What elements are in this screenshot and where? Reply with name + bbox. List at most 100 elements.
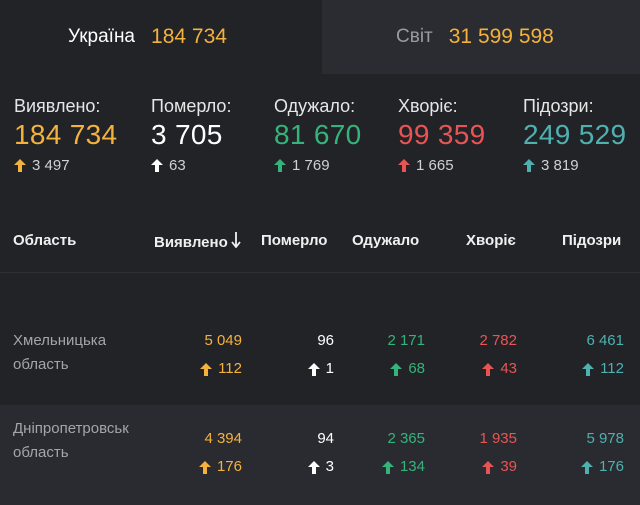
arrow-up-icon bbox=[200, 362, 213, 376]
arrow-up-icon bbox=[482, 362, 495, 376]
stat-delta-row: 1 769 bbox=[274, 157, 361, 174]
cell-value: 2 782 bbox=[479, 332, 517, 349]
cell-delta-row: 39 bbox=[479, 455, 517, 479]
stat-delta-row: 63 bbox=[151, 157, 231, 174]
stat-delta-row: 3 819 bbox=[523, 157, 626, 174]
column-header-recovered[interactable]: Одужало bbox=[352, 232, 420, 249]
cell-delta: 176 bbox=[216, 458, 242, 475]
cell-delta: 39 bbox=[500, 458, 517, 475]
cell-delta-row: 176 bbox=[198, 455, 242, 479]
column-header-detected-label: Виявлено bbox=[154, 233, 228, 251]
cell-delta-row: 43 bbox=[479, 357, 517, 381]
stat-label: Померло: bbox=[151, 96, 232, 116]
stat-label: Одужало: bbox=[274, 96, 356, 116]
cell-delta-row: 134 bbox=[381, 455, 425, 479]
region-name-line: Дніпропетровськ bbox=[13, 420, 129, 437]
cell-delta: 112 bbox=[600, 360, 624, 377]
column-header-suspected[interactable]: Підозри bbox=[562, 232, 622, 249]
stat-label: Хворіє: bbox=[398, 96, 458, 116]
stat-delta: 3 497 bbox=[32, 157, 70, 174]
arrow-down-icon bbox=[231, 232, 241, 252]
cell-delta: 3 bbox=[325, 458, 334, 475]
stat-value: 184 734 bbox=[14, 119, 118, 150]
region-name: Хмельницька область bbox=[13, 329, 163, 377]
stat-recovered: Одужало: 81 670 1 769 bbox=[274, 96, 361, 174]
cell-detected: 5 049 112 bbox=[200, 329, 242, 381]
cell-value: 4 394 bbox=[204, 430, 242, 447]
arrow-up-icon bbox=[580, 460, 593, 474]
cell-suspected: 5 978 176 bbox=[580, 427, 624, 479]
arrow-up-icon bbox=[398, 159, 410, 172]
cell-recovered: 2 171 68 bbox=[387, 329, 425, 381]
arrow-up-icon bbox=[198, 460, 211, 474]
cell-delta: 68 bbox=[408, 360, 425, 377]
arrow-up-icon bbox=[381, 460, 394, 474]
region-name-line: область bbox=[13, 356, 69, 373]
arrow-up-icon bbox=[307, 460, 320, 474]
cell-delta-row: 68 bbox=[387, 357, 425, 381]
tab-ukraine[interactable]: Україна 184 734 bbox=[0, 0, 320, 74]
stat-delta: 63 bbox=[169, 157, 186, 174]
cell-delta-row: 3 bbox=[307, 455, 334, 479]
cell-delta: 134 bbox=[399, 458, 425, 475]
cell-sick: 1 935 39 bbox=[479, 427, 517, 479]
stat-value: 81 670 bbox=[274, 119, 362, 150]
stat-sick: Хворіє: 99 359 1 665 bbox=[398, 96, 485, 174]
stat-died: Померло: 3 705 63 bbox=[151, 96, 231, 174]
region-name-line: область bbox=[13, 444, 69, 461]
arrow-up-icon bbox=[482, 460, 495, 474]
cell-delta: 112 bbox=[218, 360, 242, 377]
table-header: Область Виявлено Померло Одужало Хворіє … bbox=[0, 226, 640, 256]
stat-delta: 1 665 bbox=[416, 157, 454, 174]
cell-value: 5 978 bbox=[586, 430, 624, 447]
cell-value: 2 171 bbox=[387, 332, 425, 349]
cell-died: 94 3 bbox=[307, 427, 334, 479]
cell-sick: 2 782 43 bbox=[479, 329, 517, 381]
table-row[interactable]: Дніпропетровськ область 4 394 176 94 3 2… bbox=[0, 405, 640, 505]
cell-delta: 43 bbox=[500, 360, 517, 377]
cell-suspected: 6 461 112 bbox=[582, 329, 624, 381]
cell-recovered: 2 365 134 bbox=[381, 427, 425, 479]
stat-delta-row: 3 497 bbox=[14, 157, 117, 174]
table-row[interactable]: Хмельницька область 5 049 112 96 1 2 171… bbox=[0, 317, 640, 405]
tab-world[interactable]: Світ 31 599 598 bbox=[322, 0, 640, 74]
stat-delta: 1 769 bbox=[292, 157, 330, 174]
tab-world-value: 31 599 598 bbox=[448, 25, 554, 48]
column-header-sick[interactable]: Хворіє bbox=[466, 232, 516, 249]
region-name-line: Хмельницька bbox=[13, 332, 107, 349]
column-header-died[interactable]: Померло bbox=[261, 232, 328, 249]
divider bbox=[0, 272, 640, 273]
scope-tabs: Україна 184 734 Світ 31 599 598 bbox=[0, 0, 640, 74]
tab-ukraine-label: Україна bbox=[68, 26, 136, 47]
stat-value: 99 359 bbox=[398, 119, 486, 150]
arrow-up-icon bbox=[582, 362, 595, 376]
stat-label: Виявлено: bbox=[14, 96, 101, 116]
arrow-up-icon bbox=[14, 159, 26, 172]
cell-value: 94 bbox=[317, 430, 334, 447]
stat-suspected: Підозри: 249 529 3 819 bbox=[523, 96, 626, 174]
arrow-up-icon bbox=[523, 159, 535, 172]
arrow-up-icon bbox=[390, 362, 403, 376]
cell-value: 96 bbox=[317, 332, 334, 349]
cell-value: 6 461 bbox=[586, 332, 624, 349]
cell-value: 1 935 bbox=[479, 430, 517, 447]
cell-detected: 4 394 176 bbox=[198, 427, 242, 479]
cell-delta-row: 112 bbox=[582, 357, 624, 381]
cell-delta-row: 112 bbox=[200, 357, 242, 381]
cell-value: 2 365 bbox=[387, 430, 425, 447]
cell-delta: 1 bbox=[325, 360, 334, 377]
stat-label: Підозри: bbox=[523, 96, 594, 116]
stat-value: 249 529 bbox=[523, 119, 627, 150]
cell-value: 5 049 bbox=[204, 332, 242, 349]
summary-stats: Виявлено: 184 734 3 497 Померло: 3 705 6… bbox=[0, 96, 640, 186]
tab-ukraine-value: 184 734 bbox=[151, 25, 227, 48]
cell-delta: 176 bbox=[598, 458, 624, 475]
region-name: Дніпропетровськ область bbox=[13, 417, 163, 465]
arrow-up-icon bbox=[151, 159, 163, 172]
arrow-up-icon bbox=[274, 159, 286, 172]
stat-detected: Виявлено: 184 734 3 497 bbox=[14, 96, 117, 174]
column-header-detected[interactable]: Виявлено bbox=[154, 232, 241, 252]
cell-died: 96 1 bbox=[307, 329, 334, 381]
column-header-region[interactable]: Область bbox=[13, 232, 77, 249]
cell-delta-row: 1 bbox=[307, 357, 334, 381]
